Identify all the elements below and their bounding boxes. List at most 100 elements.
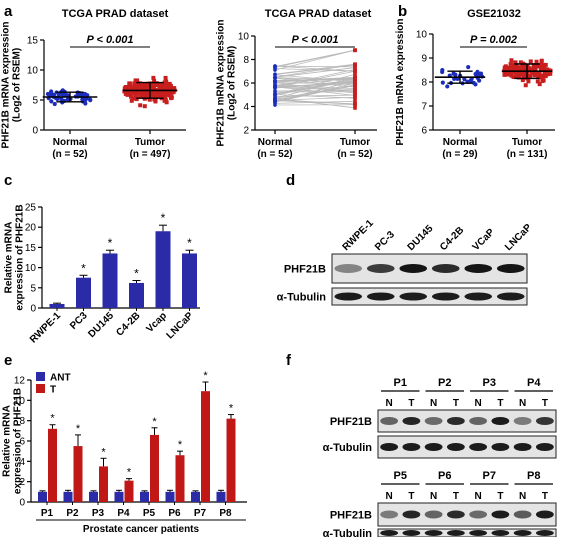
chart-title: TCGA PRAD dataset xyxy=(62,8,169,20)
data-point xyxy=(353,99,357,104)
blot-row-label: α-Tubulin xyxy=(323,442,373,454)
lane-label: DU145 xyxy=(406,223,436,253)
data-point xyxy=(526,79,531,84)
blot-band xyxy=(380,530,399,536)
paired-line xyxy=(274,76,356,82)
paired-line xyxy=(274,94,356,99)
data-point xyxy=(466,64,471,70)
blot-band xyxy=(424,417,443,425)
y-tick-label: 10 xyxy=(238,32,250,43)
y-tick-label: 8 xyxy=(243,55,249,66)
data-point xyxy=(353,96,357,100)
y-tick-label: 8 xyxy=(421,78,427,89)
legend-swatch xyxy=(36,384,45,393)
p-value-label: P < 0.001 xyxy=(292,34,339,46)
x-category-label: P8 xyxy=(219,508,232,519)
y-tick-label: 6 xyxy=(243,79,249,90)
data-point xyxy=(273,84,277,89)
data-point xyxy=(134,91,139,96)
data-point xyxy=(353,69,357,74)
lane-label: N xyxy=(386,491,393,502)
lane-label: T xyxy=(542,491,548,502)
patient-label: P5 xyxy=(394,470,407,482)
chart-title: TCGA PRAD dataset xyxy=(265,8,372,20)
y-axis-label: (Log2 of RSEM) xyxy=(12,48,23,122)
bar xyxy=(182,253,197,308)
panel-b-scatter: GSE21032 6 7 8 9 10 PHF21B mRNA expression Norm… xyxy=(395,8,555,160)
y-tick-label: 10 xyxy=(27,66,39,77)
x-category-n: (n = 52) xyxy=(337,149,372,160)
data-point xyxy=(353,87,357,92)
x-category-label: Normal xyxy=(53,137,88,148)
bar xyxy=(89,491,98,502)
data-point xyxy=(142,91,147,96)
blot-band xyxy=(424,510,443,519)
bar xyxy=(226,418,236,502)
y-tick-label: 2 xyxy=(243,126,249,137)
data-point xyxy=(159,92,164,97)
data-point xyxy=(535,71,540,76)
data-point xyxy=(528,73,533,78)
y-tick-label: 12 xyxy=(14,376,26,387)
data-point xyxy=(273,103,277,107)
y-tick-label: 8 xyxy=(19,416,25,427)
bar xyxy=(216,491,226,502)
lane-label: T xyxy=(497,491,503,502)
lane-label: N xyxy=(430,491,437,502)
significance-star: * xyxy=(187,236,192,250)
blot-band xyxy=(446,417,465,425)
y-tick-label: 10 xyxy=(416,30,428,41)
bar xyxy=(165,491,175,502)
blot-band xyxy=(496,264,525,273)
data-point xyxy=(539,67,544,72)
data-point xyxy=(162,85,167,90)
significance-star: * xyxy=(229,403,234,415)
blot-band xyxy=(491,417,510,425)
lane-label: T xyxy=(542,398,548,409)
data-point xyxy=(512,65,517,70)
y-axis-label: Relative mRNA xyxy=(4,222,15,294)
data-point xyxy=(536,63,541,68)
lane-label: T xyxy=(408,491,414,502)
blot-band xyxy=(535,443,554,451)
significance-star: * xyxy=(127,467,132,479)
paired-line xyxy=(274,86,356,92)
data-point xyxy=(163,89,168,94)
blot-band xyxy=(469,510,488,519)
data-point xyxy=(149,89,154,94)
blot-band xyxy=(402,530,421,536)
blot-row-label: PHF21B xyxy=(330,416,372,428)
blot-band xyxy=(513,417,532,425)
blot-membrane xyxy=(377,528,557,537)
blot-membrane xyxy=(331,287,528,306)
bar xyxy=(76,277,91,308)
blot-membrane xyxy=(377,502,557,527)
lane-label: T xyxy=(408,398,414,409)
lane-label: RWPE-1 xyxy=(341,218,376,253)
data-point xyxy=(142,89,147,94)
data-point xyxy=(539,58,544,63)
data-point xyxy=(353,65,357,69)
data-point xyxy=(142,104,147,109)
data-point xyxy=(152,90,157,95)
data-point xyxy=(531,65,536,70)
x-category-label: Tumor xyxy=(135,137,165,148)
data-point xyxy=(144,81,149,86)
y-axis-label: PHF21B mRNA expression xyxy=(1,22,12,149)
data-point xyxy=(138,90,143,95)
y-tick-label: 10 xyxy=(14,396,26,407)
data-point xyxy=(164,100,169,105)
data-point xyxy=(167,93,172,98)
data-point xyxy=(509,58,514,63)
bar xyxy=(63,491,73,502)
data-point xyxy=(518,60,523,65)
x-category-n: (n = 52) xyxy=(257,149,292,160)
y-tick-label: 0 xyxy=(30,304,36,315)
blot-band xyxy=(469,417,488,425)
data-point xyxy=(475,69,480,74)
bar xyxy=(99,466,108,502)
data-point xyxy=(440,80,445,85)
data-point xyxy=(166,84,171,89)
data-point xyxy=(353,75,357,80)
